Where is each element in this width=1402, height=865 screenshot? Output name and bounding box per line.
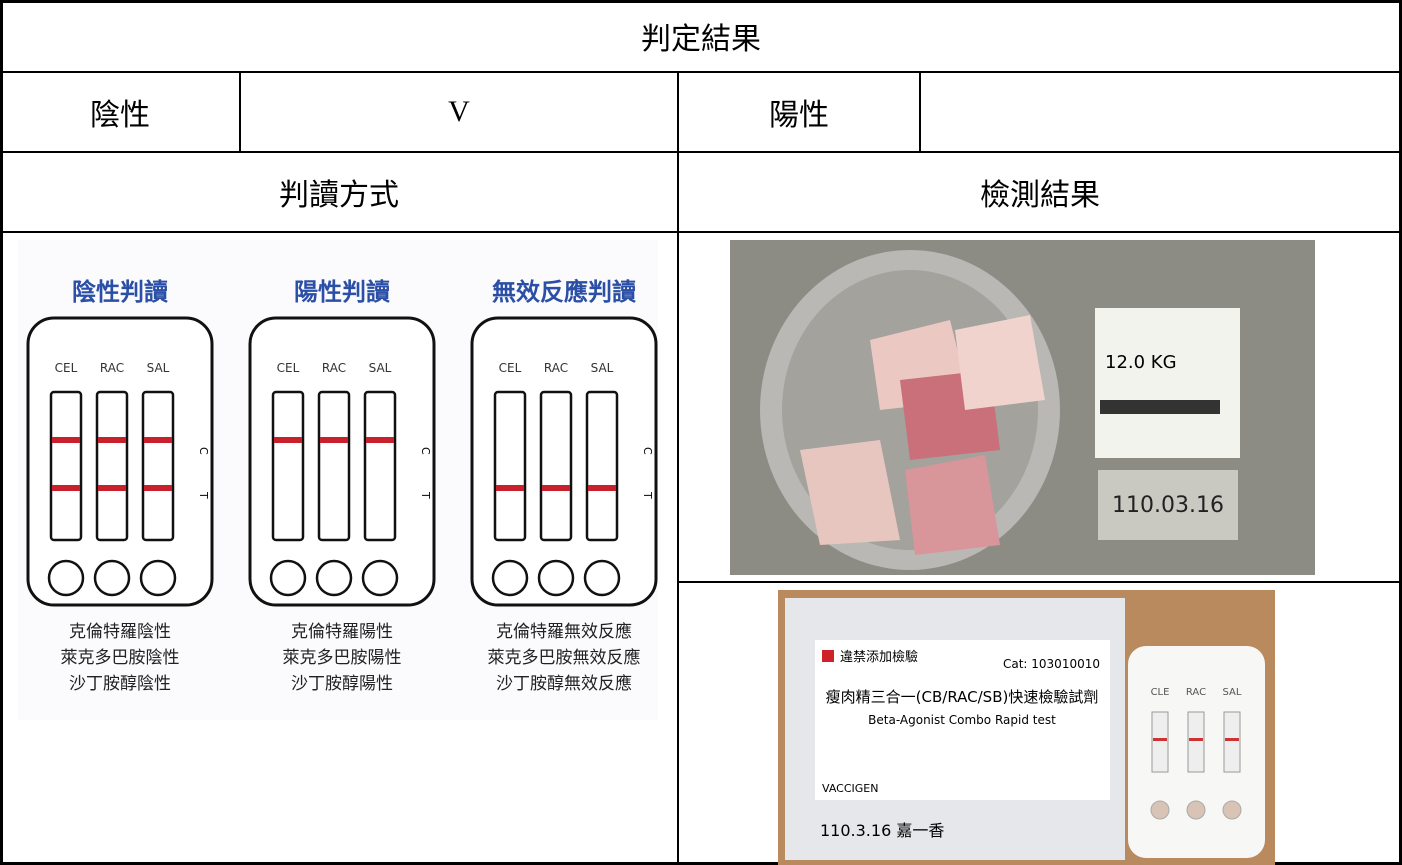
negative-label: 陰性 — [90, 99, 150, 132]
strip-label: CEL — [55, 361, 78, 375]
kit-well — [1222, 800, 1242, 820]
panel-title: 無效反應判讀 — [492, 278, 636, 306]
control-line — [274, 437, 302, 443]
result-header: 檢測結果 — [980, 179, 1100, 212]
photo-text: 違禁添加檢驗 — [840, 649, 918, 665]
negative-mark: V — [448, 95, 470, 128]
panel-title: 陽性判讀 — [294, 278, 390, 306]
kit-well — [1150, 800, 1170, 820]
control-line — [98, 437, 126, 443]
method-header: 判讀方式 — [279, 179, 399, 212]
caption: 萊克多巴胺陽性 — [283, 648, 402, 668]
strip — [95, 390, 129, 542]
t-marker: T — [197, 491, 210, 499]
kit-strip — [1187, 711, 1205, 773]
sample-well — [47, 559, 85, 597]
caption: 克倫特羅陽性 — [291, 622, 393, 642]
caption: 沙丁胺醇無效反應 — [496, 673, 632, 694]
sample-well — [491, 559, 529, 597]
strip-label: RAC — [100, 361, 124, 375]
c-marker: C — [641, 447, 654, 455]
test-line — [588, 485, 616, 491]
kit-line — [1153, 738, 1167, 741]
control-line — [52, 437, 80, 443]
photo-text: CLE — [1151, 687, 1170, 698]
photo-text: SAL — [1223, 687, 1242, 698]
sample-well — [583, 559, 621, 597]
photo-text: 瘦肉精三合一(CB/RAC/SB)快速檢驗試劑 — [826, 688, 1099, 706]
photo-text: VACCIGEN — [822, 782, 878, 795]
test-line — [144, 485, 172, 491]
caption: 沙丁胺醇陰性 — [69, 674, 171, 694]
sample-well — [269, 559, 307, 597]
strip-label: SAL — [147, 361, 170, 375]
control-line — [144, 437, 172, 443]
sample-well — [361, 559, 399, 597]
strip — [49, 390, 83, 542]
kit-line — [1225, 738, 1239, 741]
strip-label: RAC — [544, 361, 568, 375]
sample-well — [93, 559, 131, 597]
kit-photo: 違禁添加檢驗 Cat: 103010010 瘦肉精三合一(CB/RAC/SB)快… — [778, 590, 1275, 865]
strip — [317, 390, 351, 542]
table-rules — [0, 71, 1402, 865]
caption: 沙丁胺醇陽性 — [291, 674, 393, 694]
caption: 克倫特羅無效反應 — [496, 621, 632, 642]
kit-strip — [1151, 711, 1169, 773]
photo-text: 12.0 KG — [1105, 352, 1177, 373]
c-marker: C — [197, 447, 210, 455]
c-marker: C — [419, 447, 432, 455]
t-marker: T — [419, 491, 432, 499]
photo-text: 110.3.16 嘉一香 — [820, 821, 944, 840]
caption: 萊克多巴胺陰性 — [61, 648, 180, 668]
table-title: 判定結果 — [641, 23, 761, 56]
strip — [493, 390, 527, 542]
sample-photo: 12.0 KG 110.03.16 — [730, 240, 1315, 575]
kit-cassette: CLE RAC SAL — [1150, 687, 1242, 820]
positive-label: 陽性 — [769, 99, 829, 132]
photo-text: RAC — [1186, 687, 1206, 698]
caption: 克倫特羅陰性 — [69, 622, 171, 642]
photo-text: Cat: 103010010 — [1003, 657, 1100, 671]
sample-well — [537, 559, 575, 597]
sample-well — [139, 559, 177, 597]
test-line — [98, 485, 126, 491]
kit-well — [1186, 800, 1206, 820]
kit-strip — [1223, 711, 1241, 773]
kit-line — [1189, 738, 1203, 741]
control-line — [366, 437, 394, 443]
strip-label: SAL — [369, 361, 392, 375]
photo-text: Beta-Agonist Combo Rapid test — [868, 713, 1056, 727]
strip — [141, 390, 175, 542]
caption: 萊克多巴胺無效反應 — [488, 647, 641, 668]
strip-label: RAC — [322, 361, 346, 375]
strip-label: CEL — [277, 361, 300, 375]
control-line — [320, 437, 348, 443]
test-line — [496, 485, 524, 491]
strip-label: SAL — [591, 361, 614, 375]
t-marker: T — [641, 491, 654, 499]
strip — [271, 390, 305, 542]
test-line — [542, 485, 570, 491]
sample-well — [315, 559, 353, 597]
strip-label: CEL — [499, 361, 522, 375]
strip — [539, 390, 573, 542]
photo-text: 110.03.16 — [1112, 493, 1224, 518]
strip — [363, 390, 397, 542]
test-line — [52, 485, 80, 491]
strip — [585, 390, 619, 542]
panel-title: 陰性判讀 — [72, 278, 168, 306]
